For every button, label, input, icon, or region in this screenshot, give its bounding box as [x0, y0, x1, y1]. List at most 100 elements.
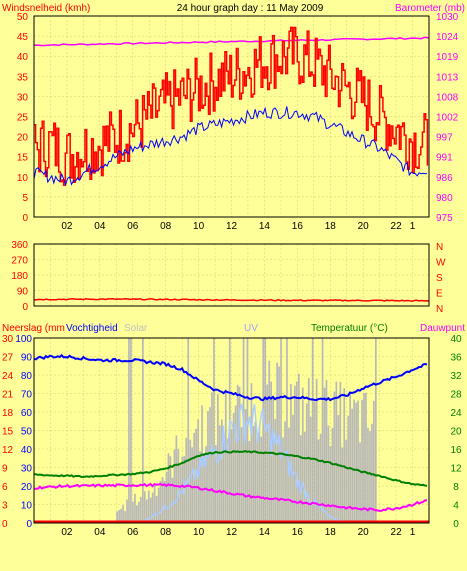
temperature-tick: 28	[450, 390, 462, 401]
solar-bar	[149, 497, 152, 523]
compass-tick: N	[436, 242, 443, 253]
direction-panel-frame	[33, 243, 430, 307]
solar-bar	[280, 338, 282, 523]
dewpoint-axis-label: Dauwpunt	[420, 323, 465, 334]
hour-tick: 10	[193, 527, 205, 538]
solar-bar	[163, 480, 166, 523]
solar-bar	[248, 441, 251, 523]
rain-tick: 18	[2, 408, 14, 419]
solar-bar	[365, 392, 367, 523]
compass-tick: E	[436, 289, 443, 300]
direction-tick: 0	[22, 302, 28, 313]
humidity-tick: 70	[21, 390, 33, 401]
humidity-tick: 60	[21, 408, 33, 419]
solar-bar	[126, 499, 128, 523]
rain-tick: 27	[2, 353, 14, 364]
solar-bar	[226, 438, 229, 523]
solar-bar	[179, 465, 182, 523]
humidity-tick: 0	[26, 519, 32, 530]
solar-bar	[211, 392, 213, 523]
wind-speed-tick: 15	[17, 153, 29, 164]
solar-bar	[355, 402, 357, 523]
solar-bar	[323, 387, 326, 523]
solar-bar	[333, 391, 336, 523]
solar-bar	[209, 407, 211, 523]
solar-bar	[278, 366, 280, 523]
solar-bar	[309, 416, 312, 523]
humidity-line	[33, 353, 428, 402]
solar-bar	[327, 425, 330, 523]
solar-bar	[157, 487, 160, 523]
solar-bar	[215, 445, 217, 523]
barometer-tick: 997	[436, 133, 453, 144]
compass-tick: W	[436, 258, 446, 269]
solar-bar	[260, 436, 263, 523]
rain-tick: 30	[2, 334, 14, 345]
solar-bar	[317, 439, 320, 523]
rain-tick: 21	[2, 390, 14, 401]
rain-tick: 15	[2, 427, 14, 438]
solar-bar	[138, 501, 140, 523]
temperature-tick: 8	[453, 482, 459, 493]
solar-bar	[147, 490, 150, 523]
compass-tick: N	[436, 304, 443, 315]
hour-tick: 20	[358, 527, 370, 538]
hour-tick: 16	[292, 527, 304, 538]
solar-bar	[224, 389, 227, 523]
solar-bar	[169, 456, 172, 523]
temperature-tick: 20	[450, 427, 462, 438]
solar-bar	[339, 381, 342, 523]
rain-tick: 9	[2, 464, 8, 475]
hour-tick: 08	[160, 221, 172, 232]
solar-bar	[246, 338, 249, 523]
hour-tick: 02	[61, 527, 73, 538]
hour-tick: 02	[61, 221, 73, 232]
solar-bar	[367, 427, 369, 523]
barometer-tick: 991	[436, 153, 453, 164]
wind-speed-tick: 45	[17, 32, 29, 43]
solar-bar	[337, 415, 340, 523]
solar-bar	[351, 408, 353, 523]
hour-tick: 06	[127, 527, 139, 538]
hour-tick: 08	[160, 527, 172, 538]
solar-bar	[254, 421, 257, 523]
solar-bar	[193, 432, 195, 523]
humidity-axis-label: Vochtigheid	[66, 323, 118, 334]
humidity-tick: 40	[21, 445, 33, 456]
solar-bar	[286, 338, 288, 523]
direction-tick: 360	[11, 240, 28, 251]
solar-bar	[341, 447, 344, 523]
hour-tick: 16	[292, 221, 304, 232]
solar-bar	[191, 447, 193, 523]
solar-bar	[175, 435, 178, 523]
solar-bar	[371, 423, 373, 523]
barometer-tick: 975	[436, 213, 453, 224]
barometer-axis-label: Barometer (mb)	[395, 3, 465, 14]
solar-bar	[284, 421, 286, 523]
solar-bar	[185, 437, 188, 523]
solar-bar	[181, 456, 184, 523]
direction-tick: 180	[11, 271, 28, 282]
wind-speed-tick: 20	[17, 133, 29, 144]
solar-bar	[238, 386, 241, 523]
barometer-tick: 1008	[436, 92, 459, 103]
temperature-tick: 24	[450, 408, 462, 419]
humidity-tick: 90	[21, 353, 33, 364]
wind-speed-tick: 25	[17, 113, 29, 124]
solar-bar	[130, 338, 132, 523]
dewpoint-line	[33, 482, 428, 512]
humidity-tick: 10	[21, 501, 33, 512]
temperature-tick: 12	[450, 464, 462, 475]
uv-line	[140, 403, 346, 524]
solar-bar	[142, 338, 144, 523]
wind-speed-tick: 50	[17, 12, 29, 23]
hour-tick: 06	[127, 221, 139, 232]
barometer-tick: 1024	[436, 32, 459, 43]
wind-speed-tick: 10	[17, 173, 29, 184]
temperature-tick: 40	[450, 334, 462, 345]
hour-tick: 18	[325, 527, 337, 538]
solar-bar	[244, 409, 247, 523]
solar-bar	[315, 378, 318, 523]
temperature-tick: 32	[450, 371, 462, 382]
solar-bar	[373, 400, 375, 523]
